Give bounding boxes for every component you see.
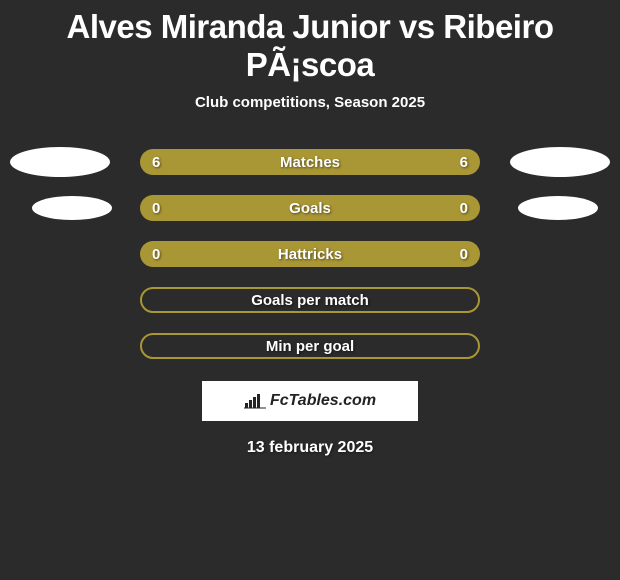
comparison-infographic: Alves Miranda Junior vs Ribeiro PÃ¡scoa … [0,0,620,580]
stat-bar: 6 Matches 6 [140,149,480,175]
stat-label: Min per goal [266,338,354,355]
stat-label: Matches [280,154,340,171]
stat-row-min-per-goal: Min per goal [10,323,610,369]
ellipse-icon [510,147,610,177]
stats-rows: 6 Matches 6 0 Goals 0 0 Hattricks 0 [0,139,620,369]
stat-row-hattricks: 0 Hattricks 0 [10,231,610,277]
stat-label: Hattricks [278,246,342,263]
stat-row-goals-per-match: Goals per match [10,277,610,323]
ellipse-icon [10,147,110,177]
ellipse-icon [32,196,112,220]
stat-bar: 0 Goals 0 [140,195,480,221]
logo-text: FcTables.com [244,392,376,410]
stat-left-value: 0 [152,200,160,217]
stat-left-value: 6 [152,154,160,171]
stat-label: Goals per match [251,292,369,309]
logo-label: FcTables.com [270,392,376,410]
stat-label: Goals [289,200,331,217]
page-title: Alves Miranda Junior vs Ribeiro PÃ¡scoa [0,0,620,84]
stat-bar: 0 Hattricks 0 [140,241,480,267]
stat-right-value: 6 [460,154,468,171]
stat-bar: Min per goal [140,333,480,359]
logo-badge: FcTables.com [202,381,418,421]
stat-right-value: 0 [460,200,468,217]
stat-bar: Goals per match [140,287,480,313]
stat-left-value: 0 [152,246,160,263]
stat-right-value: 0 [460,246,468,263]
stat-row-goals: 0 Goals 0 [10,185,610,231]
barchart-icon [244,393,266,409]
stat-row-matches: 6 Matches 6 [10,139,610,185]
date-label: 13 february 2025 [0,439,620,457]
ellipse-icon [518,196,598,220]
subtitle: Club competitions, Season 2025 [0,94,620,111]
